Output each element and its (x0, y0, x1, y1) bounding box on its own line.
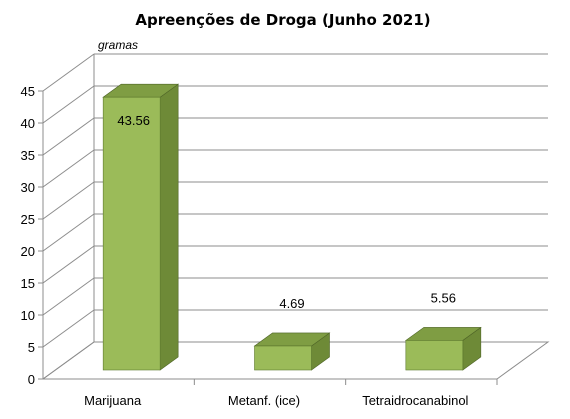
gridline-side-8 (42, 85, 95, 124)
data-labels: 43.56 4.69 5.56 (117, 113, 456, 311)
data-label-2: 5.56 (431, 290, 456, 305)
data-label-0: 43.56 (117, 113, 150, 128)
y-tick-label-9: 45 (21, 84, 35, 99)
y-tick-label-4: 20 (21, 244, 35, 259)
axes (38, 54, 550, 385)
bar-0 (102, 83, 180, 371)
y-tick-label-2: 10 (21, 308, 35, 323)
y-tick-label-0: 0 (28, 372, 35, 387)
gridline-side-6 (42, 149, 95, 188)
bars (102, 83, 482, 371)
y-tick-label-6: 30 (21, 180, 35, 195)
bar-1 (253, 332, 331, 371)
y-tick-label-3: 15 (21, 276, 35, 291)
gridline-side-3 (42, 245, 95, 284)
x-category-labels: Marijuana Metanf. (ice) Tetraidrocanabinol (84, 393, 468, 408)
gridline-side-1 (42, 309, 95, 348)
y-tick-label-5: 25 (21, 212, 35, 227)
x-category-label-2: Tetraidrocanabinol (362, 393, 468, 408)
chart-title: Apreenções de Droga (Junho 2021) (135, 11, 430, 29)
bar-2 (404, 326, 482, 371)
bar-front-2 (405, 340, 464, 371)
bar-front-1 (254, 345, 312, 371)
y-unit-label: gramas (98, 38, 138, 52)
y-tick-label-1: 5 (28, 340, 35, 355)
gridline-side-5 (42, 181, 95, 220)
x-category-label-0: Marijuana (84, 393, 142, 408)
x-category-label-1: Metanf. (ice) (228, 393, 300, 408)
data-label-1: 4.69 (279, 296, 304, 311)
gridline-side-2 (42, 277, 95, 316)
y-tick-label-7: 35 (21, 148, 35, 163)
y-tick-labels: 0 5 10 15 20 25 30 35 40 45 (21, 84, 43, 387)
bar-side-0 (159, 83, 179, 371)
bar-front-0 (102, 96, 161, 371)
gridline-side-7 (42, 117, 95, 156)
gridline-side-9 (42, 53, 95, 92)
gridline-side-4 (42, 213, 95, 252)
y-tick-label-8: 40 (21, 116, 35, 131)
